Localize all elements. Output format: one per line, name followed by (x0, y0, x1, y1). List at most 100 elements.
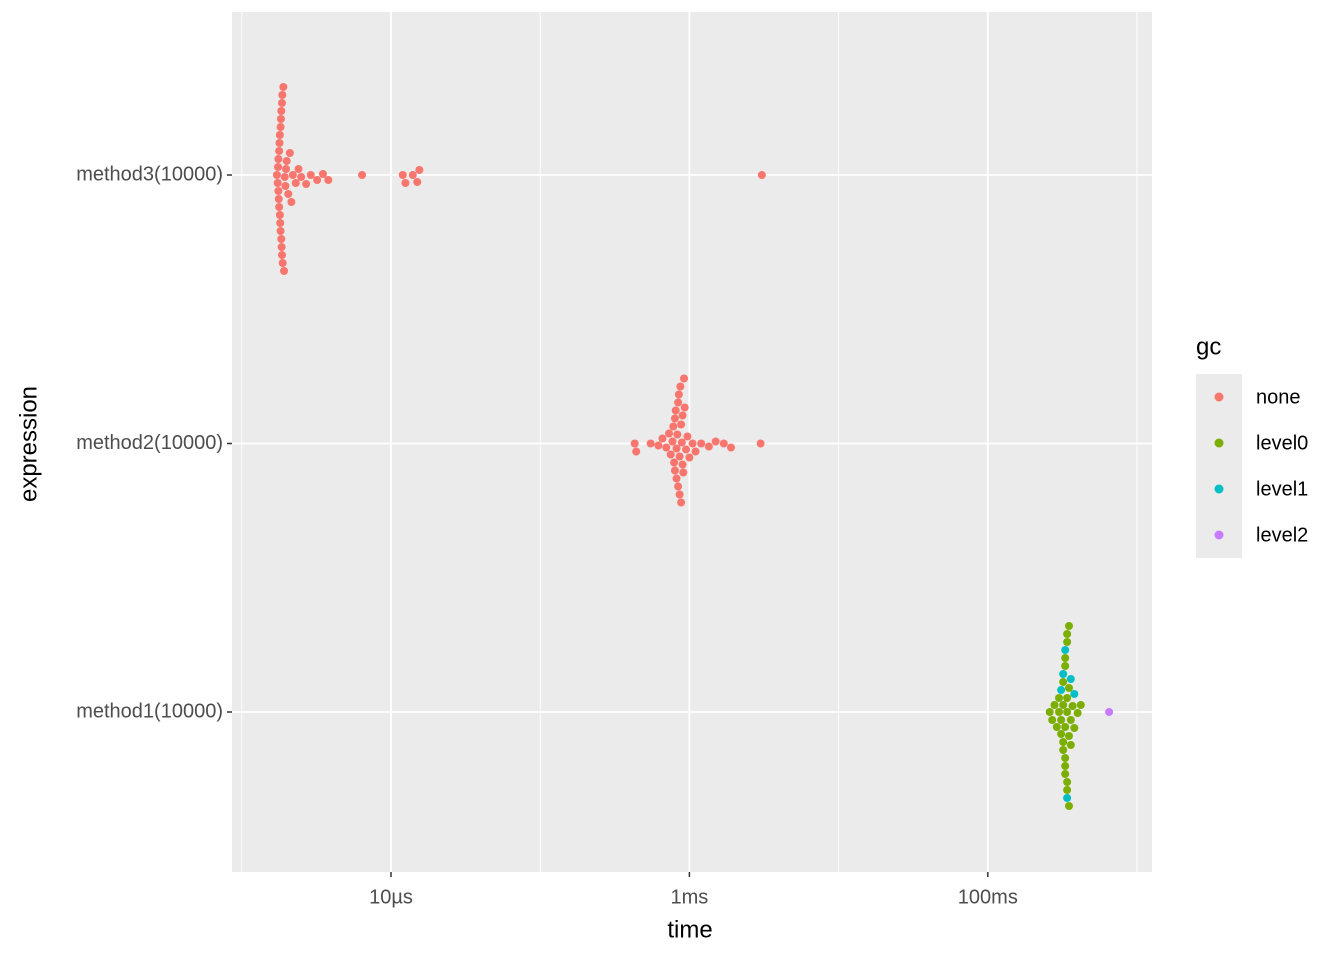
point (278, 259, 287, 267)
point (677, 498, 686, 507)
point (672, 444, 681, 453)
point (282, 157, 291, 165)
point (675, 490, 684, 499)
point (1048, 716, 1057, 724)
point (1064, 802, 1073, 810)
point (1052, 723, 1061, 731)
point (277, 99, 286, 107)
point (674, 398, 683, 407)
legend-title: gc (1196, 333, 1221, 360)
legend-key (1214, 438, 1224, 448)
point (662, 443, 671, 452)
points (272, 83, 1114, 810)
point (719, 439, 728, 448)
legend-key (1214, 484, 1224, 494)
x-axis-title: time (667, 916, 712, 943)
point (401, 179, 410, 187)
point (674, 390, 683, 399)
point (274, 187, 283, 195)
point (1063, 794, 1072, 802)
y-tick-label: method1(10000) (76, 700, 223, 722)
point (285, 149, 294, 157)
point (276, 115, 285, 123)
point (677, 438, 686, 447)
point (1061, 723, 1070, 731)
x-tick-label: 1ms (671, 886, 709, 908)
point (704, 442, 713, 451)
point (711, 437, 720, 446)
point (284, 190, 293, 198)
point (274, 163, 283, 171)
y-tick-label: method2(10000) (76, 432, 223, 454)
point (1064, 732, 1073, 740)
point (276, 219, 285, 227)
point (277, 235, 286, 243)
point (679, 374, 688, 383)
point (280, 267, 289, 275)
point (678, 460, 687, 469)
point (277, 251, 286, 259)
point (630, 439, 639, 448)
point (1064, 684, 1073, 692)
point (658, 434, 667, 443)
point (413, 178, 422, 186)
legend-label: level2 (1256, 524, 1308, 546)
point (1066, 675, 1075, 683)
point (277, 107, 286, 115)
point (678, 411, 687, 420)
point (408, 171, 417, 179)
point (1059, 701, 1068, 709)
point (313, 176, 322, 184)
point (1061, 762, 1070, 770)
point (646, 439, 655, 448)
point (1059, 678, 1068, 686)
point (1045, 708, 1054, 716)
point (281, 182, 290, 190)
point (1061, 662, 1070, 670)
point (1068, 702, 1077, 710)
point (274, 155, 283, 163)
point (670, 458, 679, 467)
point (275, 131, 284, 139)
point (1059, 670, 1068, 678)
point (278, 91, 287, 99)
point (682, 445, 691, 454)
point (632, 447, 641, 456)
legend: none level0 level1 level2 (1214, 386, 1308, 546)
point (415, 166, 424, 174)
point (1064, 622, 1073, 630)
point (691, 447, 700, 456)
point (279, 83, 288, 91)
point (697, 439, 706, 448)
point (665, 429, 674, 438)
point (676, 382, 685, 391)
point (726, 443, 735, 452)
point (272, 171, 281, 179)
point (275, 139, 284, 147)
point (1105, 708, 1114, 716)
point (683, 432, 692, 441)
point (282, 165, 291, 173)
point (1057, 730, 1066, 738)
point (757, 171, 766, 179)
point (673, 430, 682, 439)
point (675, 452, 684, 461)
point (291, 179, 300, 187)
point (273, 179, 282, 187)
point (1061, 754, 1070, 762)
point (276, 227, 285, 235)
point (756, 439, 765, 448)
point (1055, 708, 1064, 716)
point (674, 482, 683, 491)
x-tick-label: 100ms (958, 886, 1018, 908)
point (688, 439, 697, 448)
point (294, 165, 303, 173)
legend-label: level0 (1256, 432, 1308, 454)
point (670, 414, 679, 423)
point (288, 171, 297, 179)
legend-key-bg (1196, 374, 1242, 558)
point (275, 211, 284, 219)
point (1063, 694, 1072, 702)
point (275, 203, 284, 211)
